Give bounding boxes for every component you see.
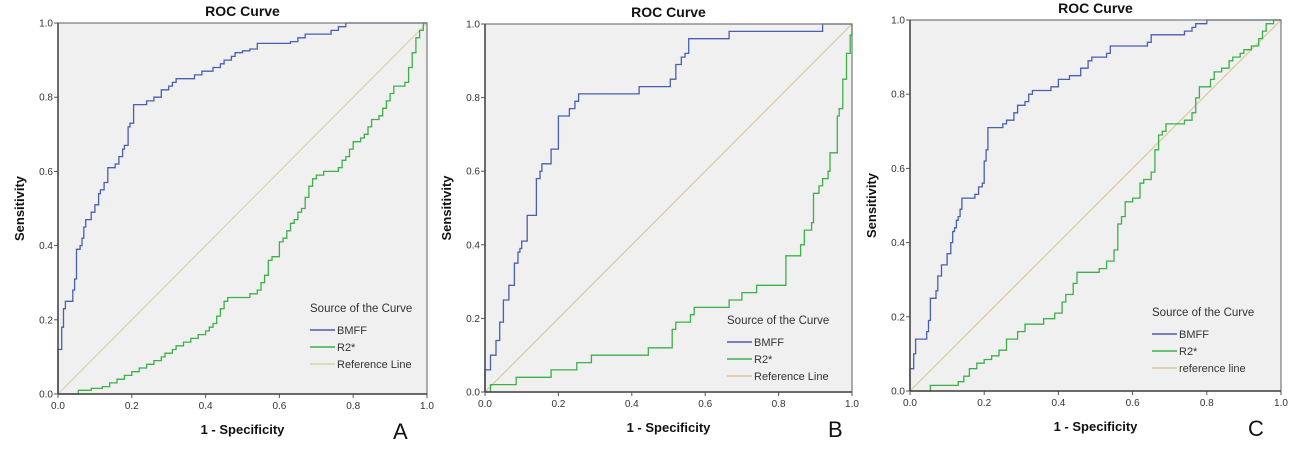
x-tick-label: 0.2 xyxy=(977,398,991,409)
y-tick-label: 1.0 xyxy=(891,16,905,27)
y-tick-label: 0.6 xyxy=(891,164,905,175)
x-tick-label: 1.0 xyxy=(845,399,859,410)
legend-label-r2: R2* xyxy=(1179,346,1198,358)
y-axis-title: Sensitivity xyxy=(12,175,27,241)
y-tick-label: 0.0 xyxy=(466,388,480,399)
series-r2-line xyxy=(910,19,1281,392)
x-tick-label: 0.4 xyxy=(625,399,639,410)
roc-panel-a: ROC Curve 0.0 0.2 0.4 0.6 0.8 1.0 0.0 0.2 0.4 0.6 0… xyxy=(12,3,434,444)
x-tick-label: 1.0 xyxy=(420,401,434,412)
x-tick-label: 0.0 xyxy=(478,399,492,410)
x-tick-label: 0.0 xyxy=(51,401,65,412)
series-bmff-line xyxy=(484,23,852,392)
y-tick-label: 0.8 xyxy=(891,90,905,101)
legend-label-bmff: BMFF xyxy=(337,325,367,337)
x-tick-label: 0.2 xyxy=(551,399,565,410)
y-tick-label: 1.0 xyxy=(39,19,53,30)
y-tick-label: 0.6 xyxy=(466,167,480,178)
y-tick-label: 0.4 xyxy=(891,238,905,249)
y-axis-title: Sensitivity xyxy=(439,175,454,241)
x-axis-title: 1 - Specificity xyxy=(1054,419,1139,434)
series-reference-line-line xyxy=(909,19,1282,392)
y-tick-label: 0.8 xyxy=(39,93,53,104)
y-tick-label: 0.0 xyxy=(39,390,53,401)
chart-title: ROC Curve xyxy=(205,3,280,19)
x-tick-label: 0.6 xyxy=(1126,398,1140,409)
panel-letter: A xyxy=(393,419,408,444)
chart-title: ROC Curve xyxy=(1058,0,1133,16)
x-tick-label: 0.8 xyxy=(1200,398,1214,409)
y-tick-label: 0.4 xyxy=(466,240,480,251)
roc-panel-b: ROC Curve 0.0 0.2 0.4 0.6 0.8 1.0 0.0 0.2 0.4 0.6 0… xyxy=(439,4,859,442)
x-axis-title: 1 - Specificity xyxy=(627,420,712,435)
x-tick-label: 1.0 xyxy=(1274,398,1288,409)
y-tick-label: 0.8 xyxy=(466,93,480,104)
legend: Source of the Curve BMFF R2* Reference Line xyxy=(310,303,412,371)
chart-title: ROC Curve xyxy=(631,4,706,20)
x-tick-label: 0.4 xyxy=(1051,398,1065,409)
legend-label-r2: R2* xyxy=(754,354,773,366)
legend-title: Source of the Curve xyxy=(1152,307,1254,319)
series-r2-line xyxy=(485,24,853,393)
x-tick-label: 0.8 xyxy=(772,399,786,410)
y-tick-label: 0.2 xyxy=(39,315,53,326)
series-r2-line xyxy=(58,22,427,395)
x-tick-label: 0.6 xyxy=(272,401,286,412)
x-axis-title: 1 - Specificity xyxy=(201,422,286,437)
x-tick-label: 0.6 xyxy=(698,399,712,410)
legend-label-r2: R2* xyxy=(337,342,356,354)
legend: Source of the Curve BMFF R2* reference line xyxy=(1152,307,1254,375)
panel-letter: C xyxy=(1248,416,1264,441)
y-tick-label: 0.2 xyxy=(891,312,905,323)
legend-label-bmff: BMFF xyxy=(1179,329,1209,341)
y-tick-label: 0.0 xyxy=(891,387,905,398)
legend-label-bmff: BMFF xyxy=(754,337,784,349)
y-tick-label: 1.0 xyxy=(466,20,480,31)
series-bmff-line xyxy=(57,22,427,394)
y-axis-title: Sensitivity xyxy=(864,172,879,238)
y-tick-label: 0.6 xyxy=(39,167,53,178)
legend-label-reference-line: Reference Line xyxy=(337,359,412,371)
y-tick-label: 0.4 xyxy=(39,241,53,252)
legend-label-reference-line: Reference Line xyxy=(754,371,829,383)
legend: Source of the Curve BMFF R2* Reference Line xyxy=(727,315,829,383)
x-tick-label: 0.0 xyxy=(903,398,917,409)
series-reference-line-line xyxy=(57,22,428,395)
legend-label-reference-line: reference line xyxy=(1179,363,1246,375)
legend-title: Source of the Curve xyxy=(310,303,412,315)
x-tick-label: 0.4 xyxy=(199,401,213,412)
series-bmff-line xyxy=(909,19,1281,391)
series-reference-line-line xyxy=(484,23,853,393)
legend-title: Source of the Curve xyxy=(727,315,829,327)
x-tick-label: 0.8 xyxy=(346,401,360,412)
x-tick-label: 0.2 xyxy=(125,401,139,412)
roc-panel-c: ROC Curve 0.0 0.2 0.4 0.6 0.8 1.0 0.0 0.2 0.4 0.6 0… xyxy=(864,0,1288,441)
y-tick-label: 0.2 xyxy=(466,314,480,325)
panel-letter: B xyxy=(828,417,843,442)
